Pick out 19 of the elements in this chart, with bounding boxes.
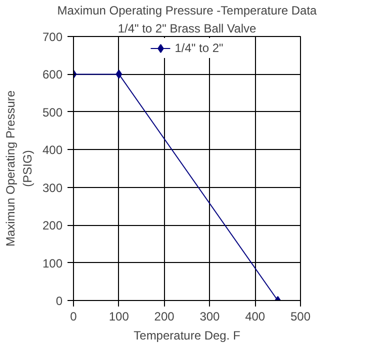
x-tick-label: 100 bbox=[108, 310, 130, 324]
x-tick-label: 200 bbox=[154, 310, 175, 324]
x-tick-label: 500 bbox=[290, 310, 311, 324]
x-tick-label: 0 bbox=[70, 310, 78, 324]
y-tick-label: 200 bbox=[42, 218, 63, 233]
chart-subtitle: 1/4" to 2" Brass Ball Valve bbox=[118, 22, 257, 36]
x-axis-title: Temperature Deg. F bbox=[134, 328, 240, 342]
y-tick-label: 600 bbox=[42, 68, 63, 82]
y-tick-label: 0 bbox=[56, 294, 63, 308]
chart-title: Maximun Operating Pressure -Temperature Data bbox=[57, 4, 318, 18]
y-tick-label: 300 bbox=[42, 180, 63, 195]
legend-label: 1/4" to 2" bbox=[174, 41, 224, 55]
y-tick-label: 700 bbox=[42, 30, 63, 44]
y-tick-label: 500 bbox=[42, 105, 63, 120]
y-axis-title: Maximun Operating Pressure (PSIG) bbox=[4, 90, 34, 247]
y-tick-label: 100 bbox=[42, 256, 63, 270]
x-tick-label: 400 bbox=[245, 310, 266, 324]
x-tick-label: 300 bbox=[200, 310, 220, 324]
y-tick-label: 400 bbox=[42, 143, 63, 158]
